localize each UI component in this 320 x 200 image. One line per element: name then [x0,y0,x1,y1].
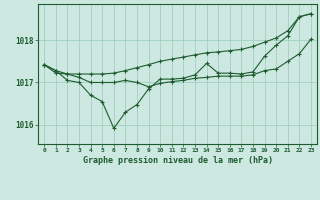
X-axis label: Graphe pression niveau de la mer (hPa): Graphe pression niveau de la mer (hPa) [83,156,273,165]
